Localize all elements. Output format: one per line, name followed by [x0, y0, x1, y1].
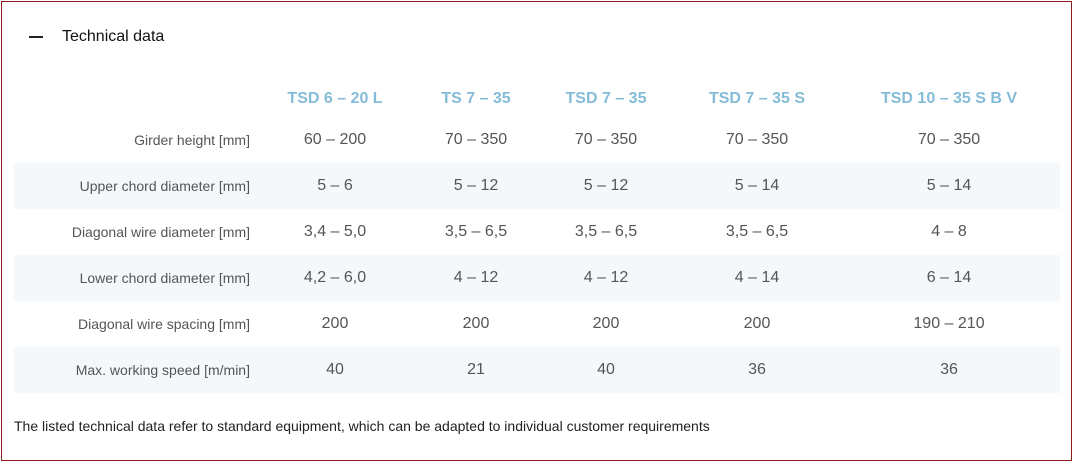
table-row: Upper chord diameter [mm] 5 – 6 5 – 12 5 – … [14, 163, 1060, 209]
table-cell: 5 – 14 [734, 177, 780, 194]
table-row: Lower chord diameter [mm] 4,2 – 6,0 4 – 12… [14, 255, 1060, 301]
table-cell: 200 [743, 315, 771, 332]
column-header: TS 7 – 35 [441, 90, 511, 107]
table-row: Diagonal wire spacing [mm] 200 200 200 200 19… [14, 301, 1060, 347]
table-cell: 5 – 14 [926, 177, 972, 194]
table-cell: 4 – 8 [931, 223, 967, 240]
row-label: Max. working speed [m/min] [75, 362, 250, 378]
table-cell: 4 – 12 [453, 269, 499, 286]
row-label: Lower chord diameter [mm] [79, 270, 250, 286]
table-cell: 4,2 – 6,0 [303, 269, 367, 286]
column-header: TSD 6 – 20 L [287, 90, 383, 107]
column-header: TSD 7 – 35 S [708, 90, 806, 107]
table-cell: 60 – 200 [303, 131, 367, 148]
table-cell: 5 – 12 [583, 177, 629, 194]
table-cell: 70 – 350 [444, 131, 508, 148]
table-cell: 36 [940, 361, 958, 378]
table-cell: 4 – 12 [583, 269, 629, 286]
table-cell: 3,5 – 6,5 [725, 223, 789, 240]
column-header: TSD 7 – 35 [565, 90, 647, 107]
table-cell: 200 [321, 315, 349, 332]
table-cell: 4 – 14 [734, 269, 780, 286]
table-cell: 36 [748, 361, 766, 378]
table-cell: 200 [592, 315, 620, 332]
minus-icon[interactable] [29, 36, 43, 38]
table-cell: 3,5 – 6,5 [574, 223, 638, 240]
row-label: Diagonal wire diameter [mm] [71, 224, 250, 240]
row-label: Upper chord diameter [mm] [79, 178, 250, 194]
table-cell: 190 – 210 [913, 315, 985, 332]
table-cell: 5 – 6 [317, 177, 353, 194]
section-title[interactable]: Technical data [62, 28, 165, 45]
table-cell: 3,4 – 5,0 [303, 223, 367, 240]
table-cell: 200 [462, 315, 490, 332]
table-row: Diagonal wire diameter [mm] 3,4 – 5,0 3,5 … [14, 209, 1060, 255]
footnote: The listed technical data refer to stand… [14, 418, 710, 434]
table-cell: 70 – 350 [917, 131, 981, 148]
table-row: Girder height [mm] 60 – 200 70 – 350 70 – 3… [14, 117, 1060, 163]
row-label: Diagonal wire spacing [mm] [78, 316, 250, 332]
table-cell: 5 – 12 [453, 177, 499, 194]
table-cell: 6 – 14 [926, 269, 972, 286]
table-cell: 40 [326, 361, 344, 378]
row-label: Girder height [mm] [134, 132, 250, 148]
table-cell: 21 [467, 361, 485, 378]
table-row: Max. working speed [m/min] 40 21 40 36 36 [14, 347, 1060, 393]
table-cell: 70 – 350 [725, 131, 789, 148]
table-cell: 3,5 – 6,5 [444, 223, 508, 240]
table-header: TSD 6 – 20 L TS 7 – 35 TSD 7 – 35 TSD 7 … [14, 76, 1060, 122]
table-cell: 70 – 350 [574, 131, 638, 148]
column-header: TSD 10 – 35 S B V [880, 90, 1018, 107]
table-cell: 40 [597, 361, 615, 378]
